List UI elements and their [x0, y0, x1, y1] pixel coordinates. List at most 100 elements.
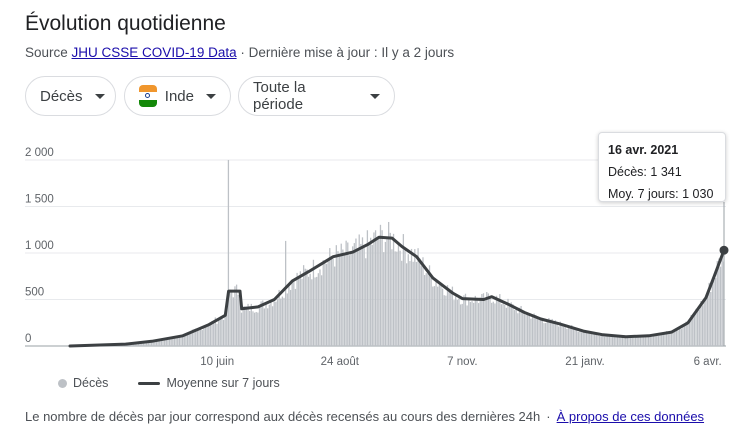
- bar: [507, 298, 509, 346]
- bar: [311, 279, 313, 346]
- bar: [528, 313, 530, 346]
- bar: [561, 325, 563, 346]
- bar: [170, 337, 172, 346]
- bar: [515, 307, 517, 346]
- bar: [371, 244, 373, 346]
- bar: [352, 246, 354, 346]
- bar: [425, 273, 427, 346]
- bar: [576, 328, 578, 346]
- bar: [446, 285, 449, 346]
- chart-tooltip: 16 avr. 2021 Décès: 1 341 Moy. 7 jours: …: [598, 132, 726, 202]
- bar: [368, 241, 370, 346]
- bar: [690, 314, 692, 346]
- bar: [420, 265, 422, 346]
- bar: [257, 312, 259, 346]
- bar: [366, 230, 369, 346]
- bar: [365, 258, 367, 346]
- bar: [335, 245, 337, 346]
- bar: [633, 336, 635, 346]
- period-dropdown[interactable]: Toute la période: [238, 76, 395, 116]
- bar: [165, 338, 167, 346]
- bar: [391, 249, 393, 346]
- bar: [533, 313, 535, 346]
- bar: [379, 224, 382, 346]
- line-legend-label: Moyenne sur 7 jours: [166, 376, 280, 390]
- bar: [562, 326, 565, 346]
- bar: [665, 331, 668, 346]
- deaths-chart[interactable]: 0 500 1 000 1 500 2 000 10 juin 24 août 7 nov.…: [0, 130, 749, 370]
- bar: [177, 336, 179, 346]
- bar: [199, 327, 202, 346]
- bar: [181, 336, 184, 346]
- bar: [705, 298, 707, 346]
- bar: [538, 318, 540, 346]
- bar: [221, 317, 223, 346]
- bar: [329, 248, 331, 346]
- bar: [222, 319, 225, 346]
- bar: [479, 297, 481, 346]
- bar: [695, 308, 697, 346]
- bar: [520, 305, 522, 346]
- bar: [616, 334, 619, 346]
- bar: [136, 343, 138, 346]
- bar: [603, 336, 606, 346]
- bar: [459, 304, 462, 346]
- bar: [623, 335, 625, 346]
- bar: [155, 340, 158, 346]
- bar: [309, 273, 311, 346]
- bar: [433, 286, 436, 346]
- bar: [641, 336, 643, 346]
- bar: [141, 342, 143, 346]
- y-tick-label: 0: [25, 333, 31, 345]
- bar: [147, 341, 149, 346]
- bar: [643, 334, 645, 346]
- bar: [473, 302, 475, 346]
- bar: [536, 317, 539, 346]
- bar: [558, 326, 560, 346]
- bar: [160, 340, 163, 346]
- bar: [162, 339, 164, 346]
- bar: [443, 295, 445, 346]
- x-tick-label: 7 nov.: [447, 356, 477, 368]
- bar: [139, 342, 141, 346]
- bar: [701, 305, 704, 346]
- bar: [427, 273, 429, 346]
- bar: [268, 304, 270, 346]
- bar: [656, 335, 658, 346]
- bar: [463, 295, 465, 346]
- bar: [667, 334, 669, 346]
- bar: [677, 330, 679, 346]
- bar: [265, 303, 267, 346]
- bar: [175, 336, 177, 346]
- bar: [208, 325, 210, 346]
- bar: [150, 340, 153, 346]
- bar: [412, 261, 414, 346]
- metric-dropdown[interactable]: Décès: [25, 76, 116, 116]
- bar: [407, 254, 409, 346]
- bar: [613, 335, 615, 346]
- bar: [401, 260, 403, 346]
- bar: [263, 308, 266, 346]
- bar: [247, 303, 249, 346]
- bar: [231, 291, 233, 346]
- update-text: · Dernière mise à jour : Il y a 2 jours: [236, 45, 455, 60]
- bar: [497, 298, 499, 346]
- bar: [304, 268, 306, 346]
- bar: [206, 327, 208, 346]
- bar: [332, 258, 334, 346]
- bar: [388, 221, 390, 346]
- source-link[interactable]: JHU CSSE COVID-19 Data: [71, 45, 237, 60]
- bar: [670, 333, 673, 346]
- bar: [154, 341, 156, 346]
- about-data-link[interactable]: À propos de ces données: [556, 409, 705, 424]
- bar: [195, 328, 197, 346]
- bar: [430, 274, 432, 346]
- bar: [553, 322, 555, 346]
- bar: [692, 314, 694, 346]
- bar: [544, 323, 547, 346]
- bar: [234, 286, 236, 346]
- bar: [587, 331, 589, 346]
- bar: [697, 309, 699, 346]
- country-dropdown[interactable]: Inde: [124, 76, 231, 116]
- bar: [405, 263, 408, 346]
